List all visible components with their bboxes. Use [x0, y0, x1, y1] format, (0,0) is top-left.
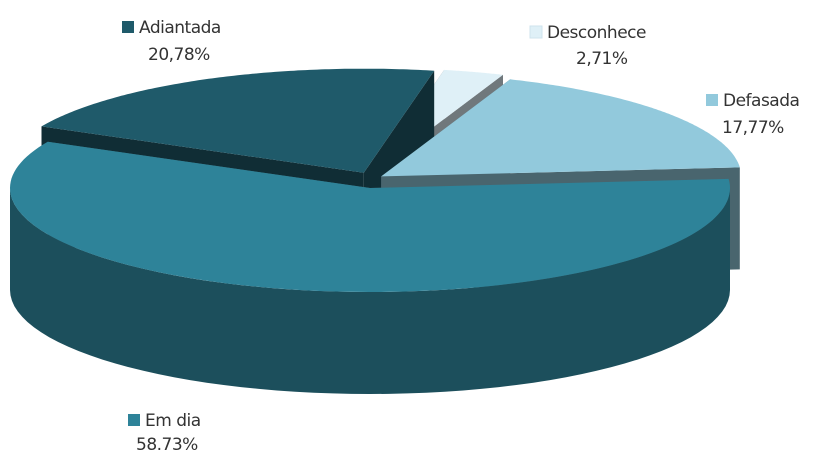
value-label: 17,77% [722, 118, 784, 138]
slice [381, 79, 740, 177]
legend-swatch [128, 414, 140, 426]
legend-swatch [529, 25, 543, 39]
value-label: 2,71% [576, 49, 628, 69]
category-label: Defasada [723, 91, 799, 111]
slice [41, 68, 435, 173]
slice [10, 141, 730, 292]
category-label: Adiantada [139, 18, 221, 38]
legend-swatch [706, 94, 718, 106]
category-label: Em dia [145, 411, 201, 431]
value-label: 58.73% [136, 435, 198, 455]
legend-swatch [122, 21, 134, 33]
value-label: 20,78% [148, 45, 210, 65]
slice-wall [10, 188, 730, 394]
category-label: Desconhece [547, 23, 646, 43]
